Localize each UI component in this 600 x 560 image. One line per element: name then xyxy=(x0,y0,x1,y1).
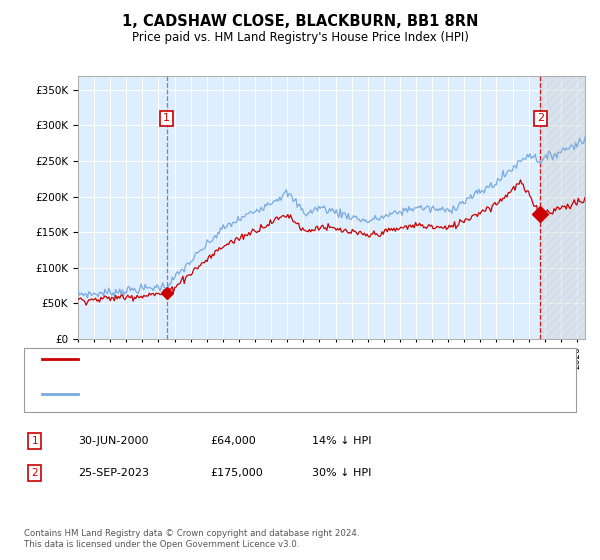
Text: £64,000: £64,000 xyxy=(210,436,256,446)
Text: £175,000: £175,000 xyxy=(210,468,263,478)
Bar xyxy=(541,76,585,339)
Text: 14% ↓ HPI: 14% ↓ HPI xyxy=(312,436,371,446)
Text: HPI: Average price, detached house, Blackburn with Darwen: HPI: Average price, detached house, Blac… xyxy=(87,389,401,399)
Text: 1: 1 xyxy=(163,113,170,123)
Text: 30% ↓ HPI: 30% ↓ HPI xyxy=(312,468,371,478)
Text: 2: 2 xyxy=(537,113,544,123)
Text: 2: 2 xyxy=(31,468,38,478)
Text: 1: 1 xyxy=(31,436,38,446)
Text: 30-JUN-2000: 30-JUN-2000 xyxy=(78,436,149,446)
Text: 1, CADSHAW CLOSE, BLACKBURN, BB1 8RN (detached house): 1, CADSHAW CLOSE, BLACKBURN, BB1 8RN (de… xyxy=(87,354,409,363)
Text: 1, CADSHAW CLOSE, BLACKBURN, BB1 8RN: 1, CADSHAW CLOSE, BLACKBURN, BB1 8RN xyxy=(122,14,478,29)
Text: 25-SEP-2023: 25-SEP-2023 xyxy=(78,468,149,478)
Text: Price paid vs. HM Land Registry's House Price Index (HPI): Price paid vs. HM Land Registry's House … xyxy=(131,31,469,44)
Text: Contains HM Land Registry data © Crown copyright and database right 2024.
This d: Contains HM Land Registry data © Crown c… xyxy=(24,529,359,549)
